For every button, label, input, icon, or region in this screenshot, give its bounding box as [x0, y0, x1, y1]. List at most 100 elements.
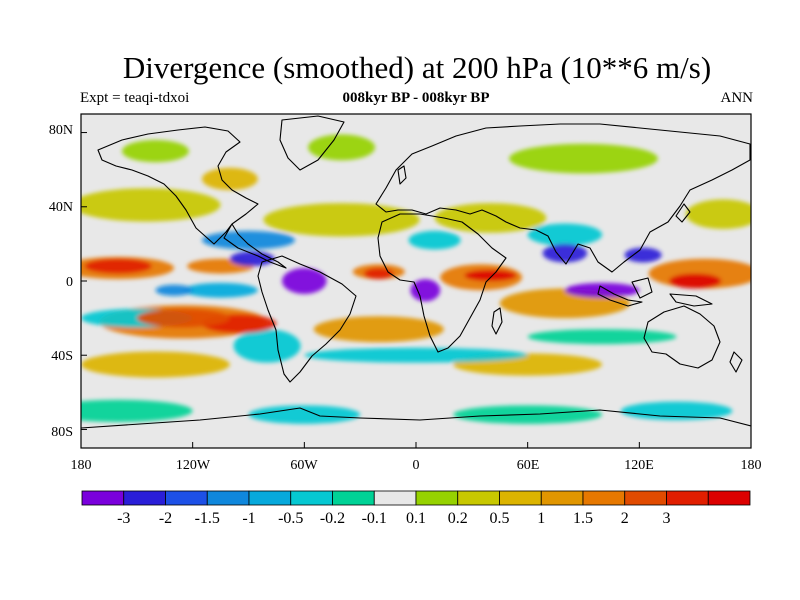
field-blob: [121, 139, 189, 163]
colorbar-swatch: [707, 490, 751, 506]
colorbar-label: -1.5: [195, 510, 220, 527]
field-blob: [313, 316, 444, 343]
lon-label-60w: 60W: [290, 458, 318, 473]
field-blob: [81, 188, 221, 222]
colorbar-label: 0.5: [490, 510, 510, 527]
field-blob: [542, 243, 588, 263]
lon-label-60e: 60E: [517, 458, 540, 473]
coast-madagascar: [491, 307, 503, 335]
field-blob: [136, 308, 230, 328]
divergence-field: [81, 134, 751, 424]
coast-africa: [377, 213, 507, 353]
coast-new-guinea: [669, 293, 713, 307]
colorbar-swatch: [666, 490, 709, 506]
season-label: ANN: [720, 90, 754, 106]
colorbar-label: -1: [242, 510, 255, 527]
coast-antarctica: [81, 407, 751, 429]
field-blob: [81, 399, 193, 423]
field-blob: [308, 134, 376, 161]
lon-label-120w: 120W: [176, 458, 211, 473]
field-blob: [282, 268, 327, 294]
field-blob: [248, 405, 361, 424]
coast-borneo: [631, 277, 653, 299]
colorbar-swatch: [81, 490, 125, 506]
field-blob: [304, 347, 528, 363]
field-blob: [263, 203, 420, 237]
lat-label-40n: 40N: [49, 200, 73, 215]
coast-north-america: [97, 126, 287, 269]
axis-ticks: [80, 132, 752, 448]
field-blob: [669, 273, 722, 289]
coast-europe-asia: [375, 123, 751, 273]
coast-australia: [643, 305, 721, 369]
colorbar: [81, 490, 751, 506]
coast-indonesia: [597, 285, 643, 307]
field-blob: [464, 269, 517, 281]
colorbar-swatch: [415, 490, 459, 506]
colorbar-label: 2: [621, 510, 629, 527]
colorbar-label: -3: [117, 510, 130, 527]
colorbar-label: 1.5: [573, 510, 593, 527]
coastlines: [81, 115, 751, 429]
field-blob: [527, 223, 603, 246]
colorbar-label: -0.2: [320, 510, 345, 527]
field-blob: [81, 351, 230, 378]
lon-label-120e: 120E: [624, 458, 654, 473]
field-blob: [410, 279, 441, 302]
colorbar-swatch: [332, 490, 375, 506]
colorbar-swatch: [123, 490, 166, 506]
colorbar-swatch: [248, 490, 292, 506]
field-blob: [564, 282, 640, 298]
colorbar-swatch: [206, 490, 250, 506]
lat-label-0: 0: [66, 275, 73, 290]
axis-labels: 80N 40N 0 40S 80S 180 120W 60W 0 60E 120…: [49, 123, 762, 473]
field-blob: [183, 282, 258, 298]
colorbar-swatch: [540, 490, 584, 506]
colorbar-label: -0.1: [362, 510, 387, 527]
colorbar-swatch: [499, 490, 542, 506]
colorbar-swatch: [165, 490, 208, 506]
experiment-label: Expt = teaqi-tdxoi: [80, 90, 190, 106]
plot-area: [81, 114, 751, 448]
colorbar-labels: -3 -2 -1.5 -1 -0.5 -0.2 -0.1 0.1 0.2 0.5 1 1.5 2 3: [117, 510, 670, 527]
field-blob: [685, 199, 751, 230]
field-blob: [527, 329, 677, 345]
lon-label-180e: 180: [741, 458, 762, 473]
colorbar-label: 0.2: [448, 510, 468, 527]
lat-label-80n: 80N: [49, 123, 73, 138]
colorbar-label: -2: [159, 510, 172, 527]
colorbar-swatch: [290, 490, 333, 506]
field-blob: [620, 401, 733, 421]
colorbar-swatch: [373, 490, 417, 506]
field-blob: [201, 230, 296, 250]
colorbar-swatch: [582, 490, 626, 506]
field-blob: [434, 203, 547, 233]
colorbar-swatch: [457, 490, 500, 506]
colorbar-label: 1: [537, 510, 545, 527]
field-blob: [624, 247, 662, 263]
lon-label-180w: 180: [71, 458, 92, 473]
field-blob: [509, 143, 658, 174]
map-title: Divergence (smoothed) at 200 hPa (10**6 …: [122, 50, 712, 85]
colorbar-label: -0.5: [278, 510, 303, 527]
coast-greenland: [279, 115, 345, 171]
plot-background: [81, 114, 751, 448]
coast-new-zealand: [729, 351, 743, 373]
field-blob: [201, 167, 258, 191]
colorbar-swatch: [624, 490, 667, 506]
field-blob: [155, 284, 193, 296]
colorbar-label: 3: [663, 510, 671, 527]
field-blob: [408, 230, 461, 250]
lat-label-80s: 80S: [51, 425, 73, 440]
lon-label-0: 0: [413, 458, 420, 473]
coast-south-america: [257, 255, 357, 383]
coast-uk: [397, 165, 407, 185]
field-blob: [233, 329, 301, 363]
colorbar-label: 0.1: [406, 510, 426, 527]
lat-label-40s: 40S: [51, 349, 73, 364]
period-label: 008kyr BP - 008kyr BP: [342, 90, 490, 106]
coast-japan: [675, 203, 691, 223]
field-blob: [84, 258, 152, 274]
field-blob: [363, 268, 394, 280]
